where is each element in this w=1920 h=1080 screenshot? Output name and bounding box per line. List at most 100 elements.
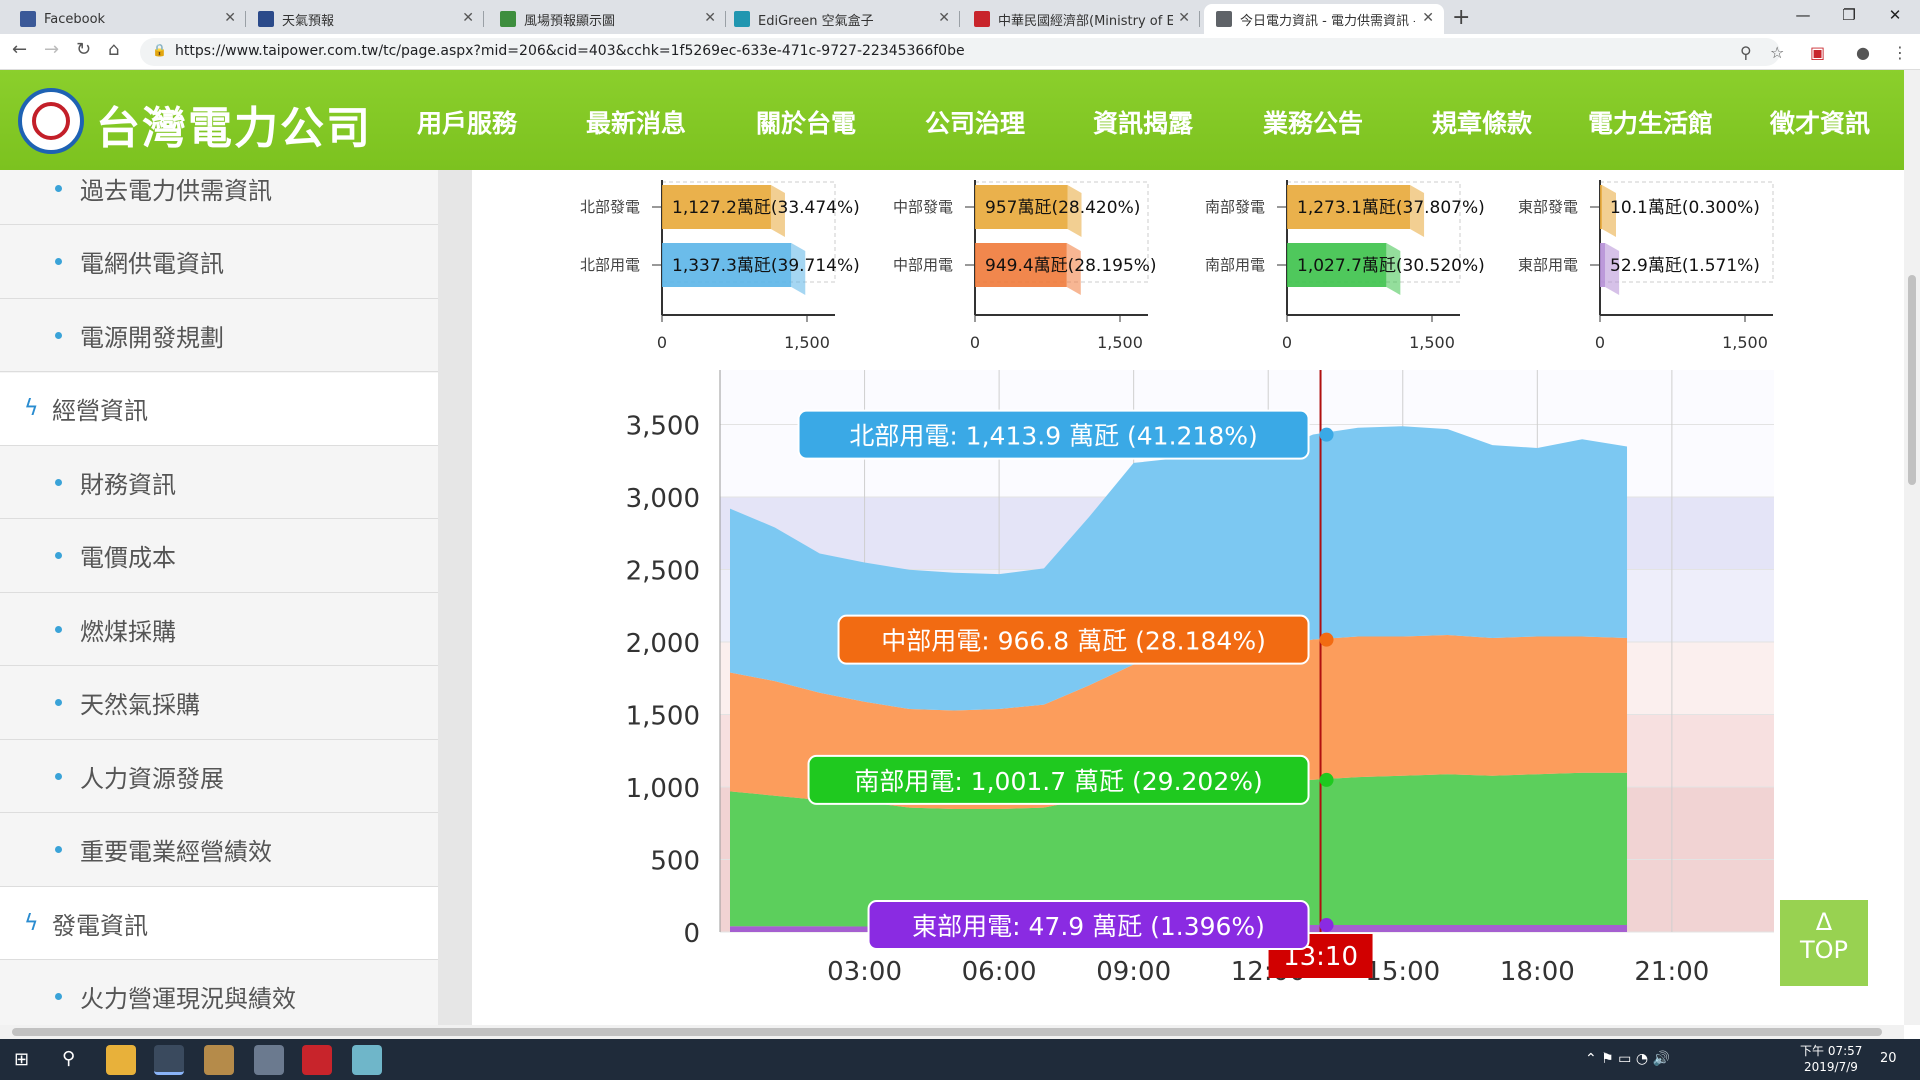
zoom-icon[interactable]: ⚲ xyxy=(1740,43,1752,62)
bar[interactable] xyxy=(662,243,792,287)
restore-button[interactable]: ❐ xyxy=(1842,6,1856,24)
back-to-top-button[interactable]: Δ TOP xyxy=(1780,900,1868,986)
bar[interactable] xyxy=(1600,185,1602,229)
extension-icon[interactable]: ▣ xyxy=(1810,43,1826,62)
horizontal-scrollbar[interactable] xyxy=(0,1025,1904,1039)
area-series[interactable] xyxy=(730,772,1628,927)
browser-tab[interactable]: 中華民國經濟部(Ministry of Eco ✕ xyxy=(962,4,1200,34)
tooltip-label: 東部用電: 47.9 萬瓩 (1.396%) xyxy=(912,912,1265,941)
profile-icon[interactable]: ● xyxy=(1856,43,1870,62)
bar-value-label: 52.9萬瓩(1.571%) xyxy=(1610,256,1760,276)
tab-close-icon[interactable]: ✕ xyxy=(938,10,950,26)
bar[interactable] xyxy=(662,185,771,229)
bar-axis-tick-label: 0 xyxy=(657,333,667,352)
minimize-button[interactable]: — xyxy=(1795,6,1811,24)
browser-tab[interactable]: Facebook ✕ xyxy=(8,4,246,34)
bullet-icon xyxy=(55,699,62,706)
windows-start-icon[interactable]: ⊞ xyxy=(14,1049,30,1070)
sidebar-category[interactable]: ϟ 發電資訊 xyxy=(0,887,438,960)
browser-tab[interactable]: 風場預報顯示圖 ✕ xyxy=(488,4,726,34)
y-tick-label: 1,500 xyxy=(626,702,700,732)
bar[interactable] xyxy=(975,243,1067,287)
sidebar-item[interactable]: 人力資源發展 xyxy=(0,740,438,813)
new-tab-button[interactable]: + xyxy=(1452,5,1471,30)
browser-tab[interactable]: 天氣預報 ✕ xyxy=(246,4,484,34)
tab-close-icon[interactable]: ✕ xyxy=(1422,10,1434,26)
chrome-icon[interactable] xyxy=(154,1045,184,1075)
clock-date[interactable]: 2019/7/9 xyxy=(1804,1060,1858,1074)
nav-item[interactable]: 規章條款 xyxy=(1432,109,1533,138)
browser-tab[interactable]: 今日電力資訊 - 電力供需資訊 - 台 ✕ xyxy=(1204,4,1444,34)
nav-item[interactable]: 資訊揭露 xyxy=(1093,109,1194,138)
bar[interactable] xyxy=(1600,243,1606,287)
tab-title: 今日電力資訊 - 電力供需資訊 - 台 xyxy=(1240,13,1415,29)
app-icon-4[interactable] xyxy=(352,1045,382,1075)
bar-axis-tick-label: 1,500 xyxy=(1722,333,1768,352)
bullet-icon xyxy=(55,625,62,633)
tab-close-icon[interactable]: ✕ xyxy=(1178,10,1190,26)
tooltip-box xyxy=(807,754,1310,805)
bar[interactable] xyxy=(1287,243,1387,287)
reload-icon[interactable]: ↻ xyxy=(76,39,92,60)
site-logo-text[interactable]: 台灣電力公司 xyxy=(96,103,372,154)
back-icon[interactable]: ← xyxy=(12,39,28,60)
app-icon-3[interactable] xyxy=(302,1045,332,1075)
home-icon[interactable]: ⌂ xyxy=(108,39,120,60)
bar-value-label: 1,027.7萬瓩(30.520%) xyxy=(1297,256,1485,276)
bullet-icon xyxy=(55,258,62,265)
sidebar-item[interactable]: 電源開發規劃 xyxy=(0,299,438,372)
up-arrow-icon: Δ xyxy=(1815,908,1833,936)
tray-icons[interactable]: ⌃ ⚑ ▭ ◔ 🔊 xyxy=(1585,1051,1670,1067)
sidebar-category[interactable]: ϟ 經營資訊 xyxy=(0,372,438,446)
horizontal-scroll-thumb[interactable] xyxy=(12,1028,1882,1036)
nav-item[interactable]: 用戶服務 xyxy=(417,109,518,138)
x-tick-label: 15:00 xyxy=(1365,957,1440,987)
nav-item[interactable]: 關於台電 xyxy=(756,109,857,138)
nav-item[interactable]: 電力生活館 xyxy=(1588,109,1714,138)
nav-item[interactable]: 最新消息 xyxy=(586,109,687,138)
sidebar-item[interactable]: 燃煤採購 xyxy=(0,593,438,666)
bookmark-star-icon[interactable]: ☆ xyxy=(1770,43,1785,62)
vertical-scroll-thumb[interactable] xyxy=(1908,275,1916,485)
bar[interactable] xyxy=(1287,185,1411,229)
tab-close-icon[interactable]: ✕ xyxy=(462,10,474,26)
bar[interactable] xyxy=(975,185,1068,229)
tooltip-point xyxy=(1319,772,1334,787)
y-tick-label: 2,500 xyxy=(626,557,700,587)
sidebar-item[interactable]: 火力營運現況與績效 xyxy=(0,961,438,1026)
url-box[interactable] xyxy=(140,38,1780,66)
bar-value-label: 949.4萬瓩(28.195%) xyxy=(985,256,1157,276)
sidebar-item[interactable]: 過去電力供需資訊 xyxy=(0,170,438,225)
tab-close-icon[interactable]: ✕ xyxy=(704,10,716,26)
taipower-logo-icon[interactable] xyxy=(18,88,84,154)
sidebar-item[interactable]: 天然氣採購 xyxy=(0,667,438,740)
nav-item[interactable]: 業務公告 xyxy=(1263,109,1364,138)
browser-tab[interactable]: EdiGreen 空氣盒子 ✕ xyxy=(722,4,960,34)
sidebar-item[interactable]: 電價成本 xyxy=(0,520,438,593)
sidebar-item[interactable]: 電網供電資訊 xyxy=(0,226,438,299)
vertical-scrollbar[interactable] xyxy=(1904,70,1920,1025)
sidebar-item[interactable]: 重要電業經營績效 xyxy=(0,814,438,887)
notification-badge[interactable]: 20 xyxy=(1880,1051,1897,1066)
tooltip-box xyxy=(837,614,1310,665)
bullet-icon xyxy=(55,478,62,486)
close-window-button[interactable]: ✕ xyxy=(1888,6,1902,24)
clock-time[interactable]: 下午 07:57 xyxy=(1800,1044,1863,1058)
sidebar-item[interactable]: 財務資訊 xyxy=(0,446,438,519)
app-icon[interactable] xyxy=(204,1045,234,1075)
menu-icon[interactable]: ⋮ xyxy=(1892,43,1908,62)
x-tick-label: 03:00 xyxy=(827,957,902,987)
search-icon[interactable]: ⚲ xyxy=(62,1048,76,1069)
tooltip-label: 中部用電: 966.8 萬瓩 (28.184%) xyxy=(881,627,1266,656)
windows-taskbar: ⊞ ⚲ ⌃ ⚑ ▭ ◔ 🔊 下午 07:57 2019/7/9 20 xyxy=(0,1039,1920,1080)
lock-icon[interactable]: 🔒 xyxy=(152,43,167,57)
app-icon-2[interactable] xyxy=(254,1045,284,1075)
file-explorer-icon[interactable] xyxy=(106,1045,136,1075)
nav-item[interactable]: 徵才資訊 xyxy=(1770,109,1871,138)
tab-close-icon[interactable]: ✕ xyxy=(224,10,236,26)
map-icon xyxy=(500,11,516,27)
nav-item[interactable]: 公司治理 xyxy=(925,109,1026,138)
bar-category-label: 北部用電 xyxy=(580,256,640,274)
url-text[interactable]: https://www.taipower.com.tw/tc/page.aspx… xyxy=(175,43,965,59)
forward-icon[interactable]: → xyxy=(44,39,60,60)
